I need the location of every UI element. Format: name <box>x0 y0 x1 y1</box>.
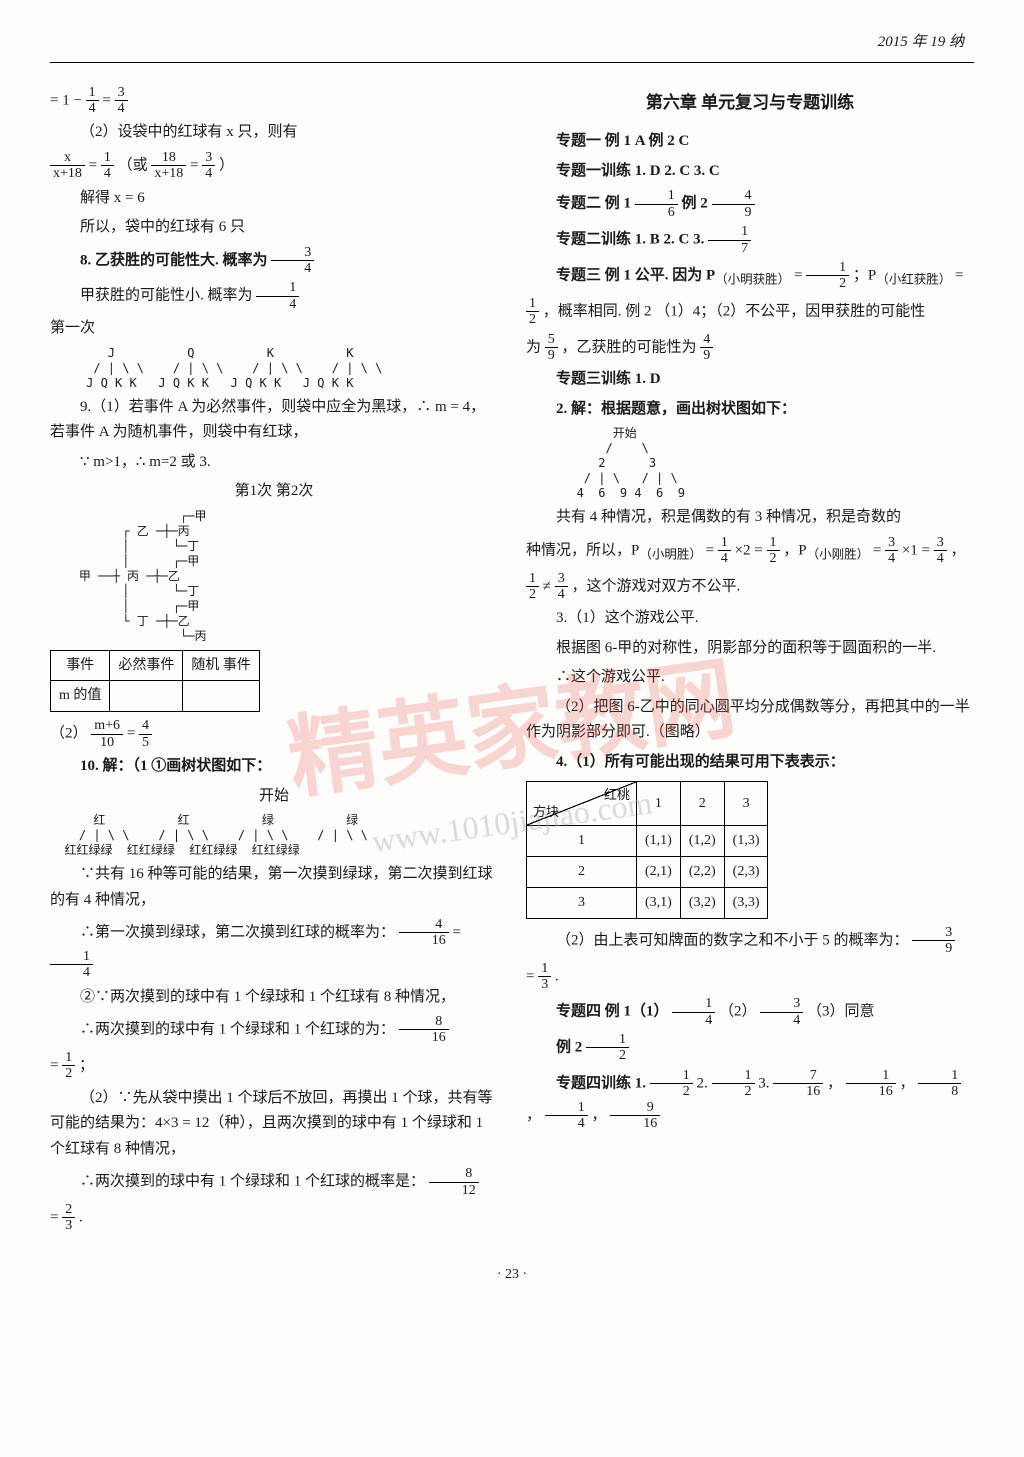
line: = 23 . <box>50 1202 498 1234</box>
line: （2） m+610 = 45 <box>50 718 498 750</box>
line: （2）由上表可知牌面的数字之和不小于 5 的概率为： 39 <box>526 925 974 957</box>
event-table: 事件必然事件随机 事件 m 的值 <box>50 650 260 713</box>
page-number: · 23 · <box>50 1263 974 1287</box>
line: 专题二训练 1. B 2. C 3. 17 <box>526 224 974 256</box>
line: 种情况，所以，P（小明胜） = 14 ×2 = 12 ，P（小刚胜） = 34 … <box>526 535 974 567</box>
section-title: 第六章 单元复习与专题训练 <box>526 89 974 118</box>
line: ∵共有 16 种等可能的结果，第一次摸到绿球，第二次摸到红球的有 4 种情况， <box>50 862 498 913</box>
line: 12 ≠ 34 ，这个游戏对双方不公平. <box>526 571 974 603</box>
line: = 12 ； <box>50 1050 498 1082</box>
line: 4.（1）所有可能出现的结果可用下表表示： <box>526 750 974 776</box>
line: 例 2 12 <box>526 1032 974 1064</box>
line: = 1 − 14 = 34 <box>50 85 498 117</box>
line: 专题四训练 1. 12 2. 12 3. 716 ， 116 ， 18 ， 14… <box>526 1068 974 1132</box>
line: ∴两次摸到的球中有 1 个绿球和 1 个红球的概率是： 812 <box>50 1166 498 1198</box>
line: 专题一训练 1. D 2. C 3. C <box>526 159 974 185</box>
line: 解得 x = 6 <box>50 186 498 212</box>
tree-diagram-2: ┌─甲 ┌ 乙 ─┼─丙 │ └─丁 │ ┌─甲 甲 ──┼ 丙 ─┼─乙 │ … <box>50 509 498 644</box>
line: ∴这个游戏公平. <box>526 665 974 691</box>
line: 12 ，概率相同. 例 2 （1）4；（2）不公平，因甲获胜的可能性 <box>526 296 974 328</box>
line: 根据图 6-甲的对称性，阴影部分的面积等于圆面积的一半. <box>526 636 974 662</box>
line: 专题四 例 1（1） 14 （2） 34 （3）同意 <box>526 996 974 1028</box>
line: （2）把图 6-乙中的同心圆平均分成偶数等分，再把其中的一半作为阴影部分即可.（… <box>526 695 974 746</box>
line: 9.（1）若事件 A 为必然事件，则袋中应全为黑球，∴ m = 4，若事件 A … <box>50 395 498 446</box>
tree-diagram-3: 红 红 绿 绿 / | \ \ / | \ \ / | \ \ / | \ \ … <box>50 813 498 858</box>
two-column-layout: = 1 − 14 = 34 （2）设袋中的红球有 x 只，则有 xx+18 = … <box>50 81 974 1238</box>
line: 专题二 例 1 16 例 2 49 <box>526 188 974 220</box>
line: 专题一 例 1 A 例 2 C <box>526 129 974 155</box>
tree-diagram-4: 开始 / \ 2 3 / | \ / | \ 4 6 9 4 6 9 <box>526 426 974 501</box>
left-column: = 1 − 14 = 34 （2）设袋中的红球有 x 只，则有 xx+18 = … <box>50 81 498 1238</box>
line: 所以，袋中的红球有 6 只 <box>50 215 498 241</box>
line: 8. 乙获胜的可能性大. 概率为 34 <box>50 245 498 277</box>
tree-diagram-1: J Q K K / | \ \ / | \ \ / | \ \ / | \ \ … <box>50 346 498 391</box>
line: 10. 解：（1 ①画树状图如下： <box>50 754 498 780</box>
line: 2. 解：根据题意，画出树状图如下： <box>526 397 974 423</box>
line: ∴第一次摸到绿球，第二次摸到红球的概率为： 416 = 14 <box>50 917 498 981</box>
line: ∵ m>1，∴ m=2 或 3. <box>50 450 498 476</box>
result-table: 红桃 方块 1 2 3 1(1,1)(1,2)(1,3) 2(2,1)(2,2)… <box>526 781 768 918</box>
line: 专题三 例 1 公平. 因为 P（小明获胜） = 12 ；P（小红获胜） = <box>526 260 974 292</box>
tree-label: 第一次 <box>50 316 498 342</box>
tree-label: 开始 <box>50 784 498 810</box>
tree-label: 第1次 第2次 <box>50 479 498 505</box>
line: 专题三训练 1. D <box>526 367 974 393</box>
line: 3.（1）这个游戏公平. <box>526 606 974 632</box>
diagonal-header-cell: 红桃 方块 <box>527 782 637 826</box>
line: ②∵两次摸到的球中有 1 个绿球和 1 个红球有 8 种情况， <box>50 985 498 1011</box>
line: ∴两次摸到的球中有 1 个绿球和 1 个红球的为： 816 <box>50 1014 498 1046</box>
right-column: 第六章 单元复习与专题训练 专题一 例 1 A 例 2 C 专题一训练 1. D… <box>526 81 974 1238</box>
line: 甲获胜的可能性小. 概率为 14 <box>50 280 498 312</box>
line: （2）设袋中的红球有 x 只，则有 <box>50 120 498 146</box>
line: （2）∵先从袋中摸出 1 个球后不放回，再摸出 1 个球，共有等可能的结果为：4… <box>50 1086 498 1163</box>
line: xx+18 = 14 （或 18x+18 = 34 ） <box>50 150 498 182</box>
line: = 13 . <box>526 961 974 993</box>
line: 共有 4 种情况，积是偶数的有 3 种情况，积是奇数的 <box>526 505 974 531</box>
line: 为 59 ，乙获胜的可能性为 49 <box>526 332 974 364</box>
page-header: 2015 年 19 纳 <box>50 30 974 63</box>
